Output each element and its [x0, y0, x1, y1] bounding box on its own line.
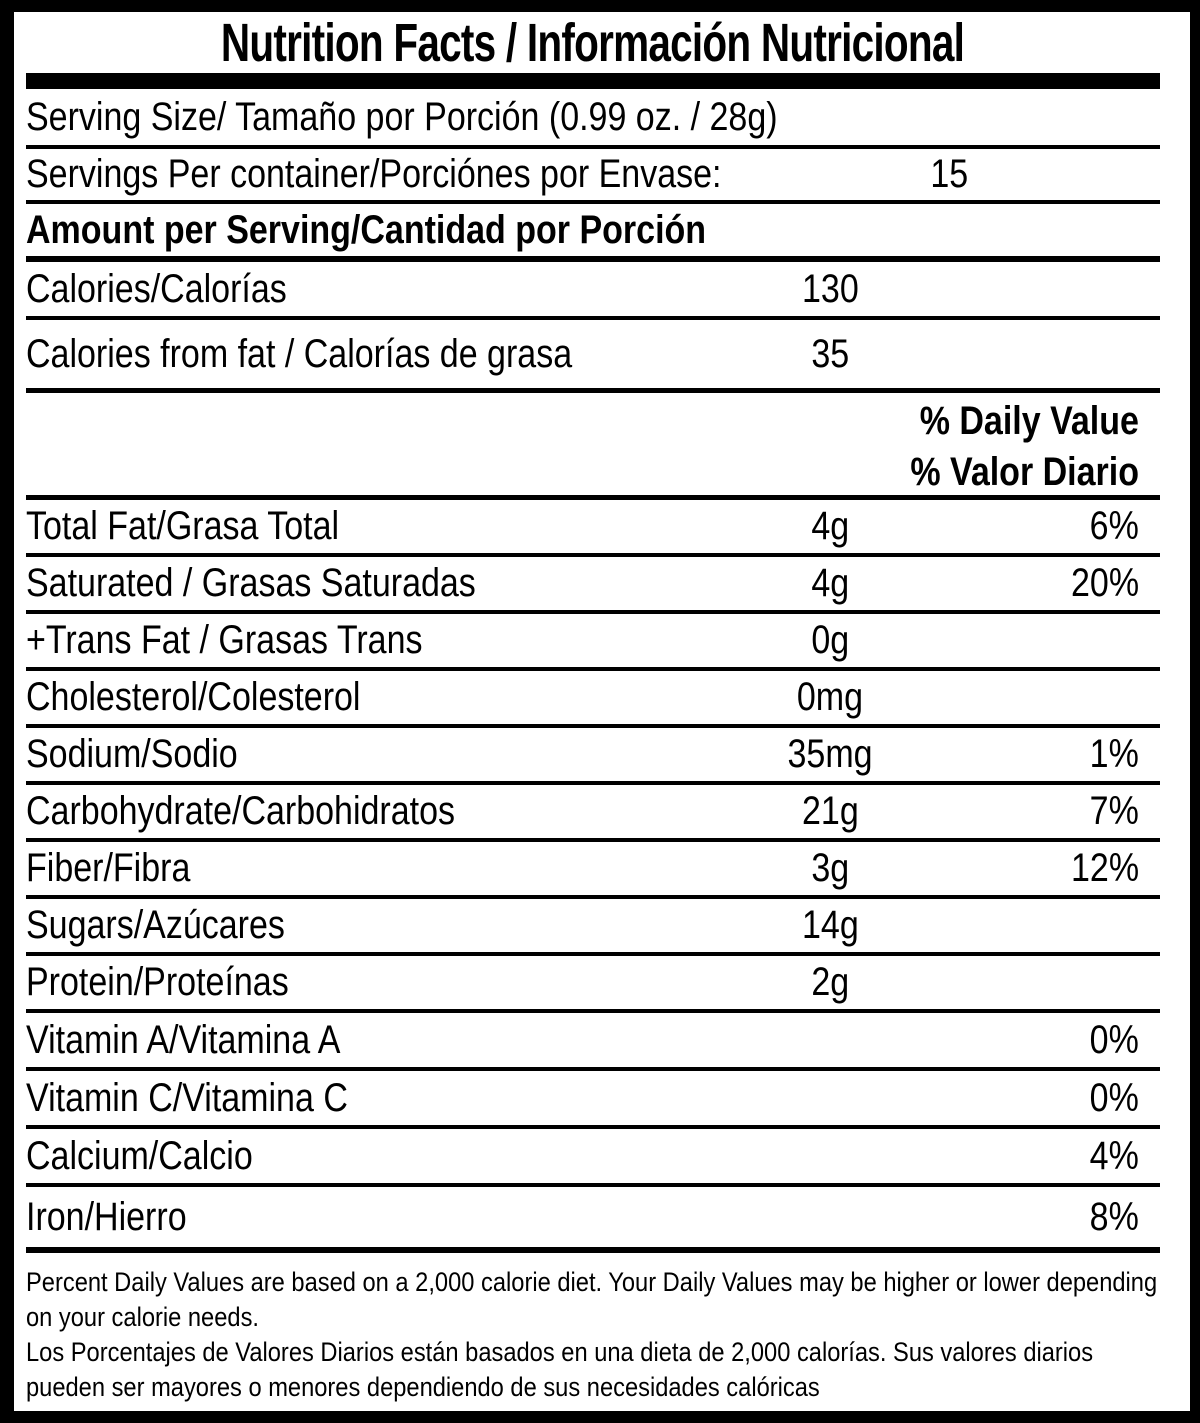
label-title-text: Nutrition Facts / Información Nutriciona… [221, 12, 965, 73]
servings-per-container-value-cell: 15 [930, 152, 969, 196]
row-carbohydrate: Carbohydrate/Carbohidratos 21g 7% [26, 785, 1160, 842]
vitamin-c-label-cell: Vitamin C/Vitamina C [26, 1075, 348, 1120]
cholesterol-value-cell: 0mg [796, 675, 864, 719]
row-calories: Calories/Calorías 130 [26, 262, 1160, 320]
vitamin-a-value-cell [725, 1018, 935, 1063]
row-calcium: Calcium/Calcio 4% [26, 1129, 1160, 1187]
serving-size-label-cell: Serving Size/ Tamaño por Porción (0.99 o… [26, 94, 778, 139]
calcium-label-cell: Calcium/Calcio [26, 1133, 253, 1178]
sugars-value-cell: 14g [801, 903, 859, 947]
vitamin-c-value-cell [725, 1076, 935, 1121]
label-title: Nutrition Facts / Información Nutriciona… [26, 12, 1160, 73]
total-fat-label-cell: Total Fat/Grasa Total [26, 504, 340, 548]
trans-fat-value-cell: 0g [811, 618, 849, 662]
fiber-label-cell: Fiber/Fibra [26, 846, 191, 890]
carbohydrate-label-cell: Carbohydrate/Carbohidratos [26, 789, 456, 833]
row-protein: Protein/Proteínas 2g [26, 956, 1160, 1013]
sodium-value-cell: 35mg [787, 732, 873, 776]
calories-value-cell: 130 [801, 266, 859, 311]
saturated-fat-label-cell: Saturated / Grasas Saturadas [26, 561, 476, 605]
calories-from-fat-value-cell: 35 [811, 331, 849, 376]
row-calories-from-fat: Calories from fat / Calorías de grasa 35 [26, 320, 1160, 393]
protein-value-cell: 2g [811, 960, 849, 1004]
carbohydrate-value-cell: 21g [801, 789, 859, 833]
calories-from-fat-label-cell: Calories from fat / Calorías de grasa [26, 331, 573, 376]
sodium-label-cell: Sodium/Sodio [26, 732, 238, 776]
row-serving-size: Serving Size/ Tamaño por Porción (0.99 o… [26, 89, 1160, 149]
sugars-percent-cell [935, 903, 1160, 948]
calcium-percent-cell: 4% [1089, 1133, 1139, 1178]
amount-per-serving-label-cell: Amount per Serving/Cantidad por Porción [26, 207, 707, 252]
vitamin-a-label-cell: Vitamin A/Vitamina A [26, 1017, 341, 1062]
row-sugars: Sugars/Azúcares 14g [26, 899, 1160, 956]
row-amount-per-serving: Amount per Serving/Cantidad por Porción [26, 204, 1160, 262]
iron-percent-cell: 8% [1089, 1194, 1139, 1239]
cholesterol-percent-cell [935, 675, 1160, 720]
row-fiber: Fiber/Fibra 3g 12% [26, 842, 1160, 899]
vitamin-a-percent-cell: 0% [1089, 1017, 1139, 1062]
fiber-value-cell: 3g [811, 846, 849, 890]
saturated-fat-value-cell: 4g [811, 561, 849, 605]
cholesterol-label-cell: Cholesterol/Colesterol [26, 675, 361, 719]
sugars-label-cell: Sugars/Azúcares [26, 903, 285, 947]
row-iron: Iron/Hierro 8% [26, 1187, 1160, 1253]
row-saturated-fat: Saturated / Grasas Saturadas 4g 20% [26, 557, 1160, 614]
daily-value-header: % Daily Value % Valor Diario [26, 393, 1160, 500]
row-vitamin-c: Vitamin C/Vitamina C 0% [26, 1071, 1160, 1129]
trans-fat-percent-cell [935, 618, 1160, 663]
saturated-fat-percent-cell: 20% [1070, 561, 1139, 605]
fiber-percent-cell: 12% [1070, 846, 1139, 890]
footnote-english: Percent Daily Values are based on a 2,00… [26, 1267, 1158, 1332]
total-fat-percent-cell: 6% [1089, 504, 1139, 548]
row-vitamin-a: Vitamin A/Vitamina A 0% [26, 1013, 1160, 1071]
total-fat-value-cell: 4g [811, 504, 849, 548]
row-cholesterol: Cholesterol/Colesterol 0mg [26, 671, 1160, 728]
row-trans-fat: +Trans Fat / Grasas Trans 0g [26, 614, 1160, 671]
protein-percent-cell [935, 960, 1160, 1005]
sodium-percent-cell: 1% [1089, 732, 1139, 776]
iron-label-cell: Iron/Hierro [26, 1194, 187, 1239]
carbohydrate-percent-cell: 7% [1089, 789, 1139, 833]
daily-value-header-es: % Valor Diario [910, 450, 1139, 494]
servings-per-container-label-cell: Servings Per container/Porciónes por Env… [26, 152, 722, 196]
calories-label-cell: Calories/Calorías [26, 266, 287, 311]
protein-label-cell: Protein/Proteínas [26, 960, 289, 1004]
daily-value-header-en: % Daily Value [919, 399, 1139, 443]
title-divider-bar [26, 73, 1160, 89]
calcium-value-cell [725, 1134, 935, 1179]
trans-fat-label-cell: +Trans Fat / Grasas Trans [26, 618, 423, 662]
footnotes: Percent Daily Values are based on a 2,00… [26, 1253, 1160, 1411]
iron-value-cell [725, 1195, 935, 1240]
vitamin-c-percent-cell: 0% [1089, 1075, 1139, 1120]
row-sodium: Sodium/Sodio 35mg 1% [26, 728, 1160, 785]
row-total-fat: Total Fat/Grasa Total 4g 6% [26, 500, 1160, 557]
row-servings-per-container: Servings Per container/Porciónes por Env… [26, 149, 1160, 204]
footnote-spanish: Los Porcentajes de Valores Diarios están… [26, 1337, 1094, 1402]
